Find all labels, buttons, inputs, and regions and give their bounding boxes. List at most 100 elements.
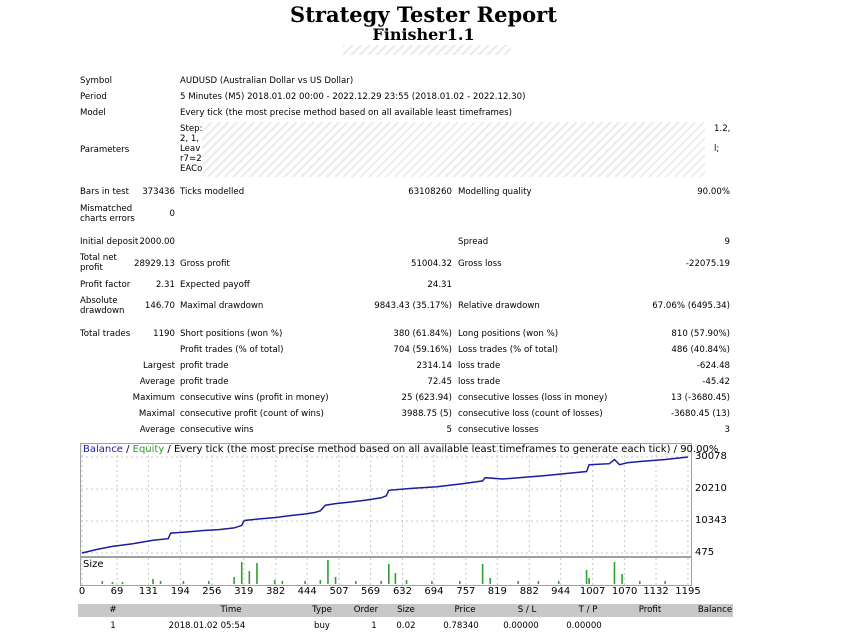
absdd-value: 146.70 bbox=[144, 301, 175, 311]
table-cell: buy bbox=[314, 621, 330, 631]
grossloss-value: -22075.19 bbox=[685, 259, 730, 269]
deposit-value: 2000.00 bbox=[139, 237, 175, 247]
largest-profit-value: 2314.14 bbox=[416, 361, 452, 371]
maximal-profit-value: 3988.75 (5) bbox=[401, 409, 452, 419]
report-subtitle: Finisher1.1 bbox=[372, 25, 475, 44]
avg-cons-wins-label: consecutive wins bbox=[180, 425, 254, 435]
deposit-label: Initial deposit bbox=[80, 237, 139, 247]
mismatch-label-1: Mismatched bbox=[80, 204, 133, 214]
table-cell: 1 bbox=[110, 621, 116, 631]
period-value: 5 Minutes (M5) 2018.01.02 00:00 - 2022.1… bbox=[180, 92, 526, 102]
max-cons-wins-value: 25 (623.94) bbox=[401, 393, 452, 403]
report-title: Strategy Tester Report bbox=[290, 2, 557, 27]
x-tick-label: 69 bbox=[110, 586, 124, 597]
average-profit-value: 72.45 bbox=[427, 377, 452, 387]
maximal-profit-label: consecutive profit (count of wins) bbox=[180, 409, 324, 419]
parameters-label: Parameters bbox=[80, 145, 130, 155]
avg-cons-losses-label: consecutive losses bbox=[458, 425, 539, 435]
reldd-value: 67.06% (6495.34) bbox=[652, 301, 730, 311]
x-tick-label: 757 bbox=[456, 586, 476, 597]
legend-balance: Balance bbox=[83, 444, 123, 455]
loss-trades-label: Loss trades (% of total) bbox=[458, 345, 558, 355]
maximal-label: Maximal bbox=[138, 409, 175, 419]
average2-label: Average bbox=[139, 425, 175, 435]
legend-equity: Equity bbox=[132, 444, 165, 455]
chart-legend: Balance / Equity / Every tick (the most … bbox=[83, 444, 718, 455]
max-cons-losses-value: 13 (-3680.45) bbox=[670, 393, 730, 403]
x-tick-label: 1195 bbox=[675, 586, 701, 597]
largest-profit-label: profit trade bbox=[180, 361, 229, 371]
table-header-cell: Order bbox=[353, 605, 379, 615]
x-tick-label: 382 bbox=[266, 586, 286, 597]
absdd-label-2: drawdown bbox=[80, 306, 125, 316]
table-header-cell: Size bbox=[397, 605, 415, 615]
quality-value: 90.00% bbox=[697, 187, 730, 197]
x-tick-label: 1007 bbox=[579, 586, 606, 597]
spread-label: Spread bbox=[458, 237, 489, 247]
absdd-label-1: Absolute bbox=[80, 296, 118, 306]
param-line-4: r7=2 bbox=[180, 154, 202, 164]
symbol-label: Symbol bbox=[80, 76, 113, 86]
table-header-cell: Price bbox=[454, 605, 476, 615]
payoff-label: Expected payoff bbox=[180, 280, 250, 290]
x-tick-label: 882 bbox=[519, 586, 539, 597]
max-cons-wins-label: consecutive wins (profit in money) bbox=[180, 393, 329, 403]
symbol-value: AUDUSD (Australian Dollar vs US Dollar) bbox=[180, 76, 354, 86]
average-loss-label: loss trade bbox=[458, 377, 501, 387]
payoff-value: 24.31 bbox=[427, 280, 452, 290]
table-header-cell: T / P bbox=[578, 605, 598, 615]
param-right-2: l; bbox=[714, 144, 720, 154]
table-header-cell: # bbox=[109, 605, 117, 615]
reldd-label: Relative drawdown bbox=[458, 301, 540, 311]
long-value: 810 (57.90%) bbox=[671, 329, 730, 339]
y-tick-label: 475 bbox=[695, 547, 715, 558]
model-value: Every tick (the most precise method base… bbox=[180, 108, 513, 118]
redacted-area-title bbox=[343, 45, 511, 55]
loss-trades-value: 486 (40.84%) bbox=[671, 345, 730, 355]
trades-label: Total trades bbox=[80, 329, 131, 339]
avg-cons-losses-value: 3 bbox=[724, 425, 730, 435]
table-cell: 0.02 bbox=[396, 621, 416, 631]
table-header-cell: Time bbox=[220, 605, 242, 615]
param-line-3: Leav bbox=[180, 144, 201, 154]
long-label: Long positions (won %) bbox=[458, 329, 559, 339]
table-cell: 0.00000 bbox=[566, 621, 602, 631]
average-profit-label: profit trade bbox=[180, 377, 229, 387]
balance-chart-plot bbox=[81, 445, 690, 555]
bars-label: Bars in test bbox=[80, 187, 129, 197]
x-tick-label: 256 bbox=[202, 586, 222, 597]
maximum-label: Maximum bbox=[132, 393, 175, 403]
average-loss-value: -45.42 bbox=[702, 377, 730, 387]
table-cell: 1 bbox=[371, 621, 377, 631]
spread-value: 9 bbox=[724, 237, 730, 247]
maximal-loss-value: -3680.45 (13) bbox=[670, 409, 730, 419]
table-header-cell: Type bbox=[312, 605, 332, 615]
x-tick-label: 507 bbox=[329, 586, 349, 597]
largest-loss-label: loss trade bbox=[458, 361, 501, 371]
maxdd-value: 9843.43 (35.17%) bbox=[374, 301, 452, 311]
param-line-1: Step: bbox=[180, 124, 203, 134]
size-chart bbox=[80, 557, 692, 586]
maxdd-label: Maximal drawdown bbox=[180, 301, 264, 311]
grossprofit-value: 51004.32 bbox=[410, 259, 452, 269]
max-cons-losses-label: consecutive losses (loss in money) bbox=[458, 393, 608, 403]
trades-value: 1190 bbox=[153, 329, 175, 339]
x-tick-label: 319 bbox=[234, 586, 254, 597]
average-label: Average bbox=[139, 377, 175, 387]
largest-loss-value: -624.48 bbox=[696, 361, 730, 371]
y-tick-label: 30078 bbox=[695, 451, 727, 462]
balance-chart bbox=[80, 443, 692, 557]
profit-trades-label: Profit trades (% of total) bbox=[180, 345, 284, 355]
mismatch-label-2: charts errors bbox=[80, 214, 135, 224]
table-header-cell: S / L bbox=[517, 605, 537, 615]
table-cell: 2018.01.02 05:54 bbox=[168, 621, 246, 631]
x-tick-label: 569 bbox=[361, 586, 381, 597]
legend-rest: / Every tick (the most precise method ba… bbox=[164, 444, 719, 455]
x-tick-label: 444 bbox=[297, 586, 317, 597]
netprofit-label-1: Total net bbox=[80, 253, 117, 263]
y-tick-label: 20210 bbox=[695, 483, 727, 494]
profit-trades-value: 704 (59.16%) bbox=[393, 345, 452, 355]
balance-line bbox=[81, 456, 689, 554]
ticks-label: Ticks modelled bbox=[180, 187, 245, 197]
netprofit-label-2: profit bbox=[80, 263, 103, 273]
